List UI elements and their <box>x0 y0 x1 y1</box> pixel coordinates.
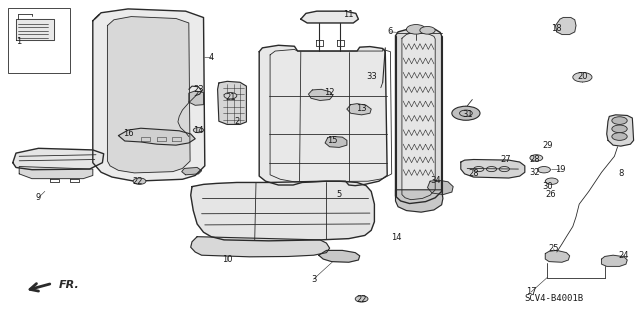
Circle shape <box>224 93 237 99</box>
Text: 12: 12 <box>324 88 335 97</box>
Circle shape <box>573 72 592 82</box>
Text: 21: 21 <box>225 93 236 102</box>
Text: 27: 27 <box>500 155 511 164</box>
Text: 22: 22 <box>356 295 367 304</box>
Text: 32: 32 <box>529 168 540 177</box>
Text: 10: 10 <box>222 256 232 264</box>
Text: FR.: FR. <box>59 279 79 290</box>
Text: 11: 11 <box>344 10 354 19</box>
Text: 25: 25 <box>548 244 559 253</box>
Polygon shape <box>325 137 347 147</box>
Polygon shape <box>347 104 371 115</box>
Text: 31: 31 <box>462 110 472 119</box>
Polygon shape <box>396 190 443 212</box>
Text: 1: 1 <box>17 37 22 46</box>
Circle shape <box>612 117 627 124</box>
Polygon shape <box>191 237 330 257</box>
Circle shape <box>406 25 426 34</box>
Circle shape <box>420 26 435 34</box>
Text: 24: 24 <box>619 251 629 260</box>
Polygon shape <box>396 28 442 204</box>
Text: SCV4-B4001B: SCV4-B4001B <box>525 294 584 303</box>
Text: 18: 18 <box>552 24 562 33</box>
Polygon shape <box>16 19 54 40</box>
Polygon shape <box>602 255 627 266</box>
Circle shape <box>612 133 627 140</box>
Text: 33: 33 <box>366 72 376 81</box>
Text: 17: 17 <box>526 287 536 296</box>
Text: 9: 9 <box>36 193 41 202</box>
Text: 5: 5 <box>337 190 342 199</box>
Text: 13: 13 <box>356 104 367 113</box>
Circle shape <box>193 128 204 133</box>
Polygon shape <box>259 45 387 186</box>
Polygon shape <box>108 17 190 173</box>
Circle shape <box>538 167 550 173</box>
Polygon shape <box>189 91 204 105</box>
Polygon shape <box>218 81 246 124</box>
Text: 28: 28 <box>529 155 540 164</box>
Text: 22: 22 <box>132 177 143 186</box>
Polygon shape <box>93 9 205 181</box>
Polygon shape <box>556 18 576 34</box>
Polygon shape <box>607 115 634 146</box>
Text: 19: 19 <box>555 165 565 174</box>
Text: 29: 29 <box>542 141 552 150</box>
Polygon shape <box>319 250 360 262</box>
Polygon shape <box>428 180 453 195</box>
Circle shape <box>530 155 543 161</box>
Polygon shape <box>182 167 202 175</box>
Polygon shape <box>301 11 358 23</box>
Circle shape <box>545 178 558 184</box>
Text: 34: 34 <box>430 176 440 185</box>
Circle shape <box>133 178 146 184</box>
Text: 6: 6 <box>388 27 393 36</box>
Polygon shape <box>118 128 195 145</box>
Polygon shape <box>402 33 435 200</box>
Text: 15: 15 <box>328 136 338 145</box>
Bar <box>8 8 70 73</box>
Text: 16: 16 <box>123 130 133 138</box>
Text: 20: 20 <box>577 72 588 81</box>
Text: 30: 30 <box>542 182 552 191</box>
Polygon shape <box>461 160 525 178</box>
Text: 3: 3 <box>311 275 316 284</box>
Text: 14: 14 <box>193 126 204 135</box>
Text: 26: 26 <box>545 190 556 199</box>
Text: 8: 8 <box>618 169 623 178</box>
Circle shape <box>612 125 627 133</box>
Text: 4: 4 <box>209 53 214 62</box>
Text: 14: 14 <box>392 233 402 242</box>
Text: 28: 28 <box>468 169 479 178</box>
Circle shape <box>355 296 368 302</box>
Polygon shape <box>191 181 374 241</box>
Polygon shape <box>19 167 93 179</box>
Polygon shape <box>13 148 104 170</box>
Polygon shape <box>308 89 333 100</box>
Text: 23: 23 <box>193 85 204 94</box>
Polygon shape <box>545 250 570 262</box>
Circle shape <box>452 106 480 120</box>
Text: 2: 2 <box>234 117 239 126</box>
